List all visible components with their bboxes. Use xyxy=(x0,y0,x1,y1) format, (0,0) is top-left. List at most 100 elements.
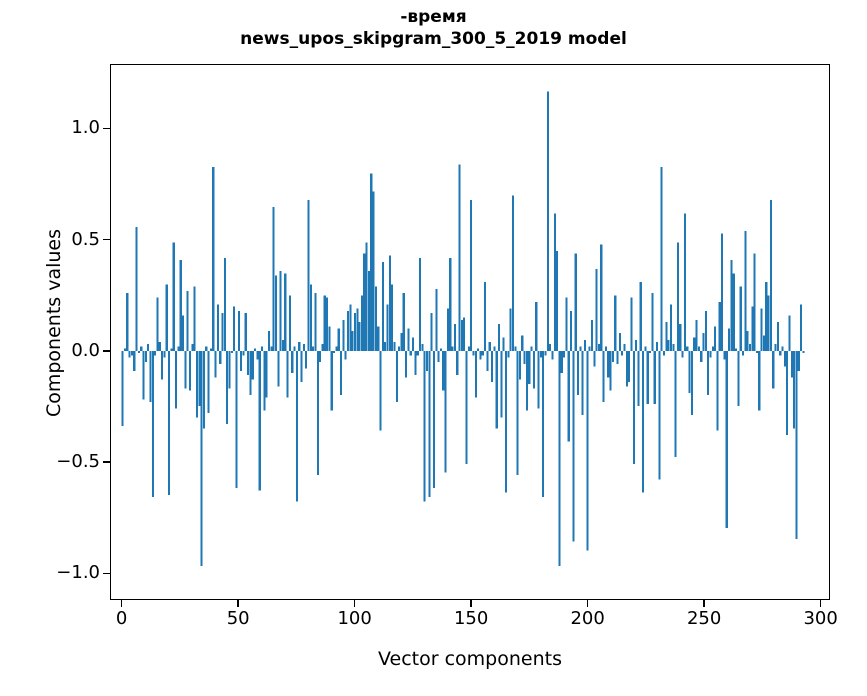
bar xyxy=(393,341,396,351)
bar xyxy=(177,346,180,351)
bar xyxy=(188,350,192,391)
bar xyxy=(746,330,749,351)
bar xyxy=(453,324,456,351)
bar xyxy=(788,315,791,351)
bar xyxy=(502,337,505,351)
bar xyxy=(725,350,728,529)
bar xyxy=(563,350,566,358)
bar xyxy=(632,350,635,464)
bar xyxy=(737,350,740,407)
x-tick-label: 200 xyxy=(570,608,605,629)
y-tick-label: 0.5 xyxy=(71,228,100,250)
bar xyxy=(223,257,226,351)
bar xyxy=(741,350,745,356)
y-tick-mark xyxy=(103,572,110,574)
bar xyxy=(758,350,761,411)
bar xyxy=(428,350,431,498)
bar xyxy=(507,350,510,358)
bar xyxy=(793,350,796,429)
bar xyxy=(525,350,528,411)
bar xyxy=(456,350,459,376)
bar xyxy=(679,324,682,351)
bar xyxy=(249,350,252,396)
bar xyxy=(488,341,491,351)
bar xyxy=(293,346,296,351)
bar xyxy=(328,326,331,351)
y-axis-label: Components values xyxy=(43,228,65,418)
bar xyxy=(558,350,561,566)
bar xyxy=(321,344,324,351)
y-axis-tick-labels: −1.0 −0.5 0.0 0.5 1.0 xyxy=(0,0,100,696)
bar xyxy=(277,350,280,387)
bar xyxy=(360,295,363,351)
bar xyxy=(549,344,552,351)
bar xyxy=(156,297,159,351)
bar xyxy=(637,350,640,407)
bar xyxy=(337,328,340,351)
x-tick-label: 300 xyxy=(803,608,838,629)
bar xyxy=(205,346,208,351)
bar xyxy=(702,333,705,351)
bar xyxy=(779,350,782,356)
plot-area xyxy=(110,64,830,600)
bar xyxy=(200,350,203,566)
bar xyxy=(233,306,236,351)
bar xyxy=(367,271,370,351)
bar xyxy=(151,350,154,498)
bar xyxy=(500,350,503,418)
bar xyxy=(388,255,391,351)
bar xyxy=(709,350,712,358)
bar xyxy=(460,319,463,351)
bar xyxy=(644,346,647,351)
bar xyxy=(588,346,591,351)
bar xyxy=(286,350,289,398)
bar xyxy=(147,344,150,351)
bar xyxy=(646,350,649,405)
x-tick-label: 100 xyxy=(337,608,372,629)
bar xyxy=(435,288,438,351)
bar xyxy=(377,326,380,351)
bar xyxy=(728,328,731,351)
bar xyxy=(765,282,768,351)
bar xyxy=(718,302,721,351)
bar xyxy=(235,350,238,489)
bar xyxy=(170,348,173,351)
bar xyxy=(265,350,268,398)
bar xyxy=(184,350,187,389)
chart-title-line-1: -время xyxy=(400,7,467,27)
bar xyxy=(242,350,245,356)
bar xyxy=(212,166,215,351)
bar xyxy=(751,306,754,351)
bar xyxy=(504,350,508,493)
y-tick-label: 0.0 xyxy=(71,339,100,361)
bar xyxy=(700,350,703,362)
bar xyxy=(565,297,568,351)
bar xyxy=(128,350,131,358)
bar xyxy=(379,350,382,431)
bar xyxy=(300,350,303,382)
bar xyxy=(209,348,212,351)
bar xyxy=(421,344,424,351)
bar xyxy=(602,350,605,402)
bar xyxy=(409,350,412,356)
bar xyxy=(774,344,777,351)
bar xyxy=(786,350,789,436)
bar xyxy=(272,206,275,351)
bar xyxy=(179,259,182,351)
bar xyxy=(607,350,610,378)
bar xyxy=(133,350,136,371)
bar xyxy=(449,257,452,351)
bar xyxy=(597,344,601,351)
bar xyxy=(714,326,717,351)
bar xyxy=(495,350,498,429)
bar xyxy=(274,275,278,351)
bar xyxy=(704,310,707,351)
bar xyxy=(284,273,287,351)
bar xyxy=(402,293,405,351)
bar xyxy=(732,273,735,351)
bar xyxy=(511,195,515,351)
bar xyxy=(662,350,666,356)
bar xyxy=(154,350,157,356)
bar xyxy=(305,350,308,369)
bar xyxy=(395,350,398,402)
